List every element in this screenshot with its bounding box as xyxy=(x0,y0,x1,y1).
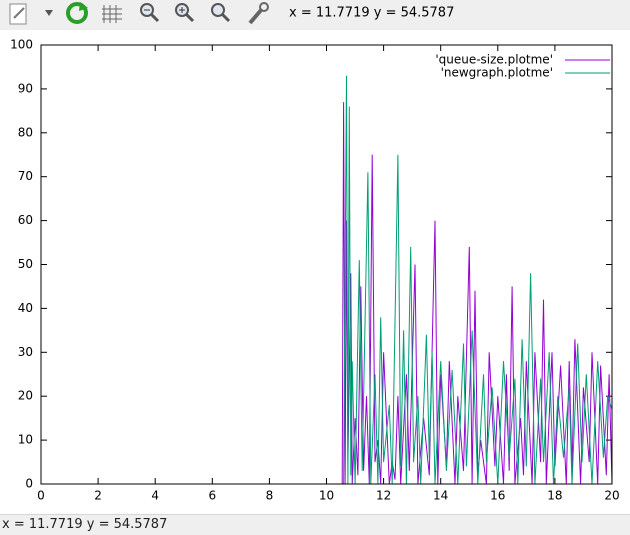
y-tick-label: 70 xyxy=(18,169,33,183)
x-tick-label: 12 xyxy=(376,489,391,503)
coordinates: x = 11.7719 y = 54.5787 xyxy=(289,6,454,21)
zoom-reset-button[interactable] xyxy=(211,3,231,23)
x-tick-label: 18 xyxy=(547,489,562,503)
x-tick-label: 20 xyxy=(604,489,619,503)
zoom-in-button[interactable] xyxy=(175,3,195,23)
x-tick-label: 16 xyxy=(490,489,505,503)
y-tick-label: 20 xyxy=(18,389,33,403)
x-tick-label: 6 xyxy=(208,489,216,503)
legend-label: 'newgraph.plotme' xyxy=(441,66,553,80)
toolbar: x = 11.7719 y = 54.5787 xyxy=(0,0,630,30)
y-tick-label: 100 xyxy=(10,38,33,52)
series-line xyxy=(41,102,613,485)
y-tick-label: 90 xyxy=(18,81,33,95)
status-bar: x = 11.7719 y = 54.5787 xyxy=(0,514,630,535)
config-button[interactable] xyxy=(248,2,269,25)
y-tick-label: 80 xyxy=(18,125,33,139)
y-tick-label: 60 xyxy=(18,213,33,227)
y-tick-label: 10 xyxy=(18,433,33,447)
replot-button[interactable] xyxy=(66,2,88,24)
y-tick-label: 40 xyxy=(18,301,33,315)
plot-border xyxy=(40,44,613,485)
x-tick-label: 14 xyxy=(433,489,448,503)
y-tick-label: 0 xyxy=(25,477,33,491)
dropdown-arrow[interactable] xyxy=(45,10,53,16)
grid-button[interactable] xyxy=(102,5,122,23)
legend-label: 'queue-size.plotme' xyxy=(435,53,553,67)
export-button[interactable] xyxy=(9,3,27,25)
y-tick-label: 50 xyxy=(18,257,33,271)
status-text: x = 11.7719 y = 54.5787 xyxy=(2,517,168,532)
toolbar-icons: x = 11.7719 y = 54.5787 xyxy=(9,2,454,25)
x-tick-label: 8 xyxy=(266,489,274,503)
x-tick-label: 10 xyxy=(319,489,334,503)
unzoom-button[interactable] xyxy=(140,3,160,23)
x-tick-label: 4 xyxy=(151,489,159,503)
y-tick-label: 30 xyxy=(18,345,33,359)
series-line xyxy=(41,75,613,485)
x-tick-label: 2 xyxy=(94,489,102,503)
x-tick-label: 0 xyxy=(37,489,45,503)
chart: 0 10 20 30 40 50 60 70 80 90 100 0 2 4 6 8 10 12 14 16 18 20 '… xyxy=(10,38,620,503)
